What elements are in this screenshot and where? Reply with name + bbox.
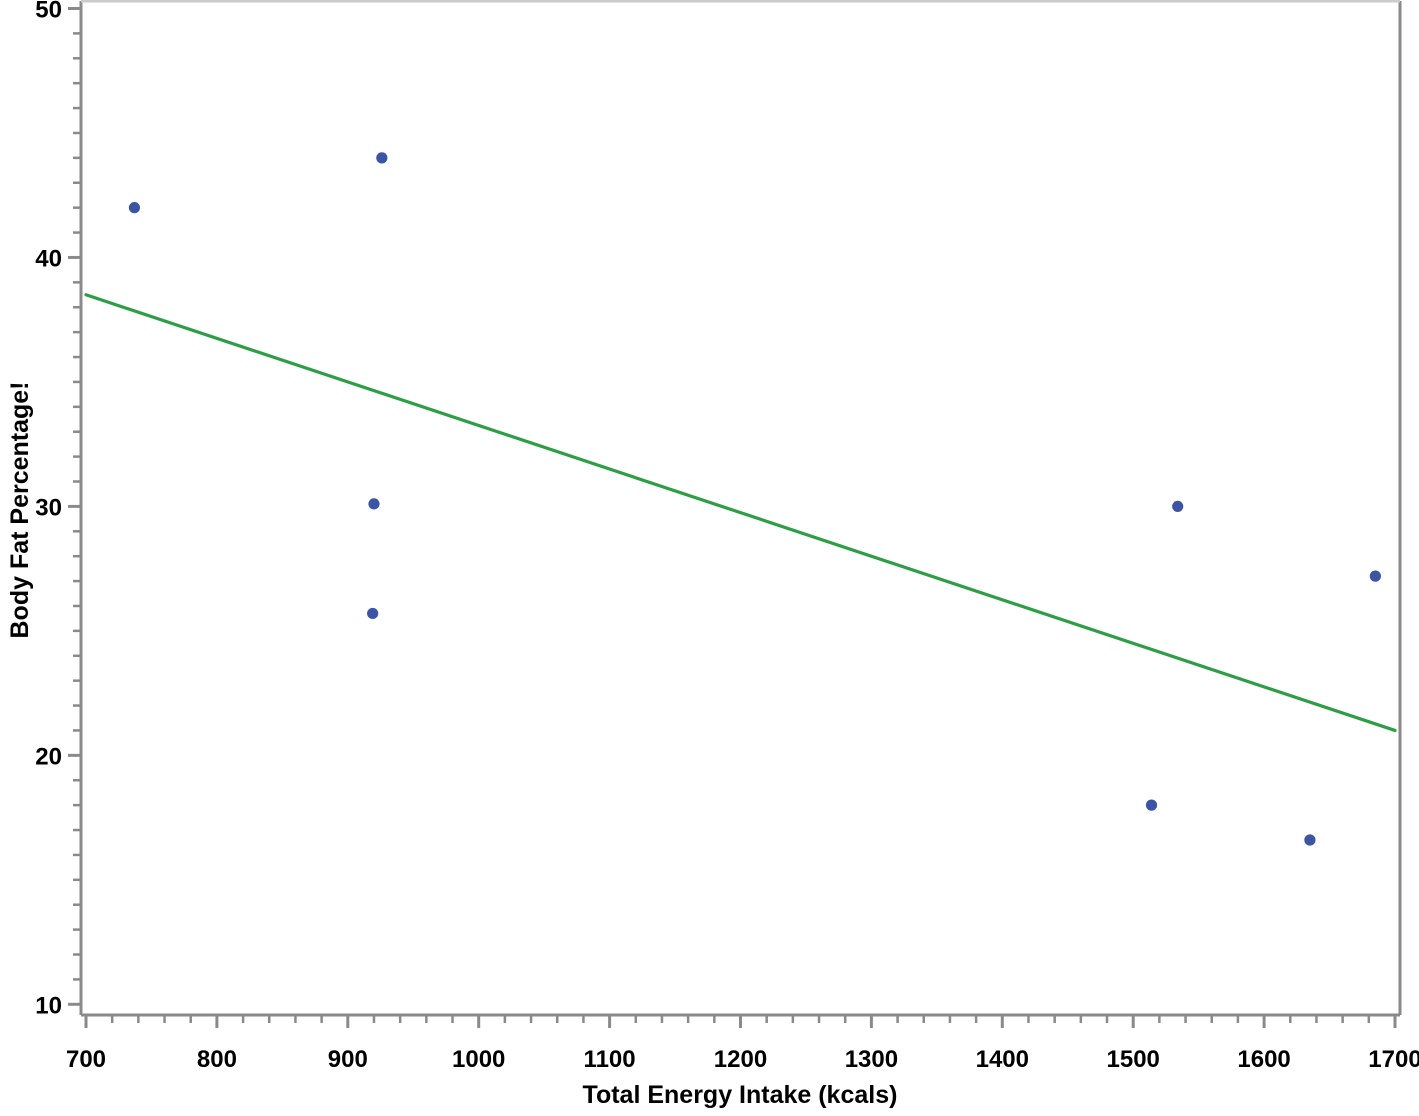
data-point — [1172, 500, 1184, 512]
data-point — [368, 498, 380, 510]
x-tick-label: 700 — [66, 1046, 106, 1073]
data-point — [128, 202, 141, 214]
x-tick-label: 1500 — [1107, 1046, 1160, 1073]
y-tick-label: 30 — [35, 494, 62, 521]
x-tick-label: 1000 — [452, 1046, 505, 1073]
x-tick-label: 1100 — [584, 1046, 636, 1073]
regression-line-segment — [84, 293, 1397, 733]
y-tick-label: 40 — [35, 245, 62, 272]
data-point — [1145, 799, 1158, 811]
regression-line — [84, 293, 1397, 733]
y-axis-tick-labels: 10 20 30 40 50 — [35, 0, 62, 1019]
x-tick-label: 800 — [197, 1046, 237, 1073]
x-tick-label: 1400 — [976, 1046, 1029, 1073]
y-axis-ticks — [68, 7, 81, 1006]
data-points — [128, 152, 1381, 846]
y-axis-title: Body Fat Percentage! — [6, 381, 34, 638]
data-point — [1304, 834, 1316, 846]
x-tick-label: 1200 — [714, 1046, 767, 1073]
x-axis-tick-labels: 700 800 900 1000 1100 1200 1300 1400 1500 1600 170… — [66, 1046, 1419, 1073]
y-tick-label: 10 — [35, 992, 62, 1019]
y-tick-label: 20 — [35, 743, 62, 770]
data-point — [367, 607, 379, 620]
y-tick-label: 50 — [35, 0, 62, 24]
x-tick-label: 1700 — [1368, 1046, 1419, 1073]
x-axis-ticks — [84, 1015, 1397, 1028]
plot-frame — [79, 0, 1402, 1017]
x-tick-label: 1600 — [1237, 1046, 1290, 1073]
x-axis-title: Total Energy Intake (kcals) — [583, 1081, 898, 1109]
x-tick-label: 900 — [328, 1046, 368, 1073]
data-point — [376, 152, 388, 164]
x-tick-label: 1300 — [845, 1046, 898, 1073]
data-point — [1369, 570, 1381, 582]
